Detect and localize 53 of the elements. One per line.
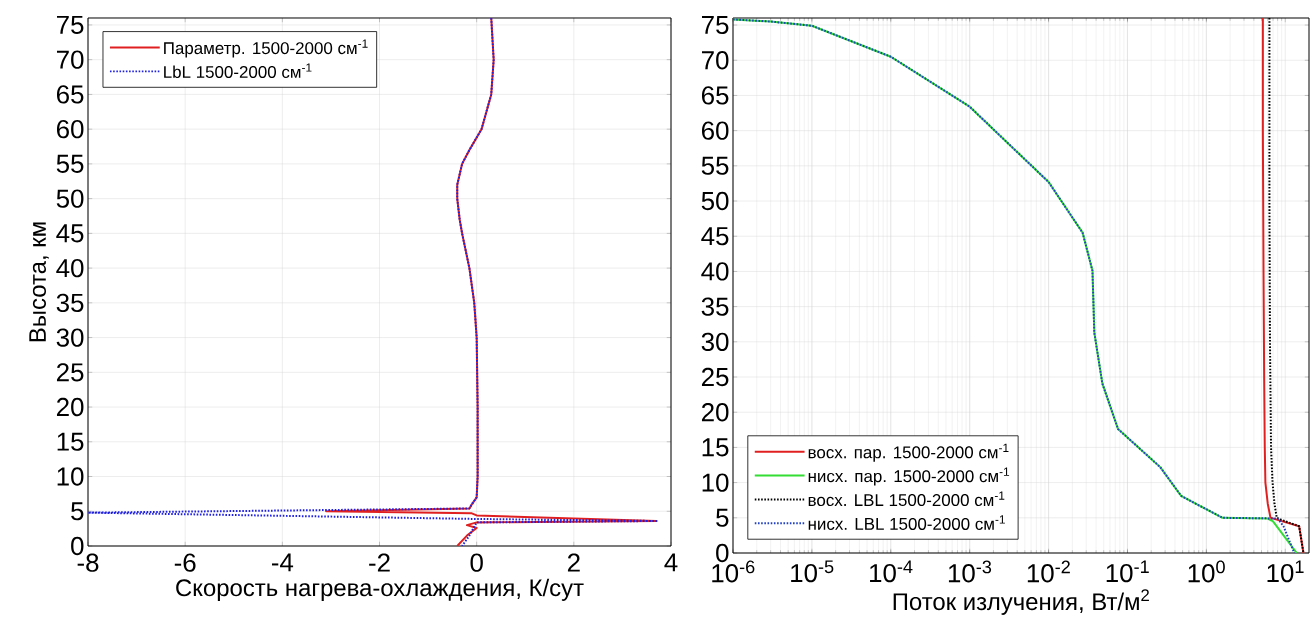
y-tick-label: 55 [56, 154, 84, 173]
y-tick-label: 15 [702, 438, 729, 457]
y-tick-label: 75 [57, 15, 84, 34]
y-tick-label: 50 [56, 189, 84, 208]
y-tick-label: 65 [701, 86, 729, 105]
legend-label: нисх. пар. 1500-2000 см$^{-1}$ [808, 467, 1010, 486]
y-tick-label: 40 [701, 262, 729, 281]
y-tick-label: 45 [56, 224, 84, 243]
y-tick-label: 75 [702, 16, 729, 35]
x-tick-label: 4 [664, 553, 678, 572]
y-tick-label: 65 [56, 85, 84, 104]
x-tick-label: -6 [174, 553, 196, 572]
x-tick-label: 10$^{-2}$ [1027, 560, 1070, 583]
x-axis-title: Скорость нагрева-охлаждения, К/сут [176, 578, 584, 601]
y-tick-label: 30 [56, 328, 84, 347]
y-tick-label: 35 [701, 297, 729, 316]
y-tick-label: 70 [57, 50, 84, 69]
y-tick-label: 10 [57, 467, 84, 486]
legend-label: восх. LBL 1500-2000 см$^{-1}$ [808, 491, 1005, 507]
x-tick-label: 10$^{-3}$ [948, 560, 992, 583]
x-tick-label: -4 [271, 553, 294, 572]
y-tick-label: 45 [701, 227, 729, 246]
x-tick-label: 2 [567, 553, 580, 572]
legend-label: восх. пар. 1500-2000 см$^{-1}$ [808, 443, 1009, 462]
y-tick-label: 50 [701, 191, 729, 211]
y-tick-label: 35 [56, 293, 84, 313]
legend-label: Параметр. 1500-2000 см$^{-1}$ [164, 39, 368, 58]
y-tick-label: 55 [701, 156, 729, 175]
x-tick-label: 10$^{-4}$ [870, 560, 913, 583]
y-tick-label: 10 [702, 473, 729, 492]
y-tick-label: 25 [56, 363, 84, 382]
x-tick-label: -2 [369, 553, 390, 572]
legend-label: нисх. LBL 1500-2000 см$^{-1}$ [808, 515, 1005, 530]
x-tick-label: 10$^{-5}$ [791, 560, 834, 583]
y-tick-label: 60 [56, 119, 84, 139]
y-tick-label: 5 [716, 508, 729, 527]
x-tick-label: 10$^{-1}$ [1106, 560, 1149, 583]
y-tick-label: 15 [57, 432, 84, 451]
y-tick-label: 25 [701, 367, 729, 387]
y-tick-label: 40 [56, 258, 84, 278]
y-tick-label: 5 [71, 502, 84, 521]
x-tick-label: 0 [470, 553, 483, 572]
y-tick-label: 20 [701, 403, 729, 422]
y-tick-label: 70 [702, 51, 729, 70]
y-tick-label: 30 [701, 332, 729, 351]
y-tick-label: 20 [56, 397, 84, 417]
line-series [88, 17, 658, 546]
x-axis-title: Поток излучения, Вт/м$^{2}$ [893, 589, 1149, 615]
x-tick-label: 10$^{0}$ [1188, 560, 1225, 583]
legend-label: LbL 1500-2000 см$^{-1}$ [164, 63, 312, 78]
y-axis-title: Высота, км [29, 222, 49, 342]
x-tick-label: 10$^{1}$ [1267, 560, 1304, 583]
y-tick-label: 60 [701, 121, 729, 140]
